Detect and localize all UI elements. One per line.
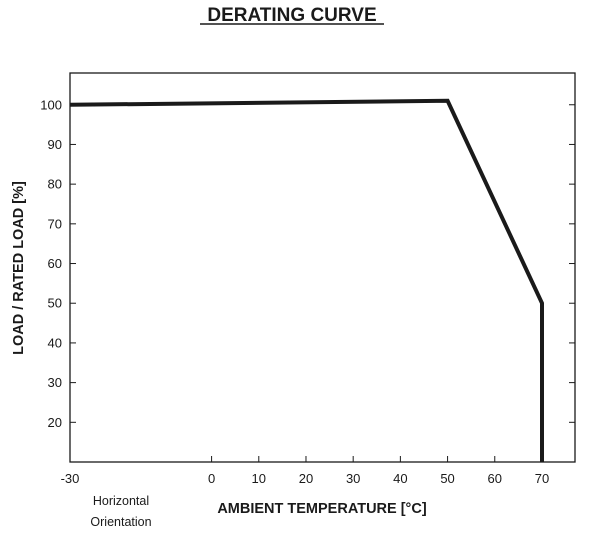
y-tick-label: 20 — [48, 415, 62, 430]
x-tick-label: 10 — [252, 471, 266, 486]
y-tick-label: 60 — [48, 256, 62, 271]
x-axis-label: AMBIENT TEMPERATURE [°C] — [217, 501, 426, 517]
x-tick-label: 30 — [346, 471, 360, 486]
chart-title: DERATING CURVE — [207, 5, 376, 26]
orientation-note-line1: Horizontal — [93, 494, 149, 508]
y-axis-label: LOAD / RATED LOAD [%] — [11, 181, 27, 355]
y-tick-label: 100 — [40, 97, 62, 112]
y-tick-label: 80 — [48, 177, 62, 192]
series-layer — [69, 98, 544, 462]
y-axis-ticks: 20 30 40 50 60 70 80 90 100 — [40, 97, 575, 430]
x-tick-label: 40 — [393, 471, 407, 486]
y-tick-label: 70 — [48, 216, 62, 231]
x-tick-label: 70 — [535, 471, 549, 486]
x-tick-label: 0 — [208, 471, 215, 486]
y-tick-label: 30 — [48, 375, 62, 390]
derating-series-line — [69, 98, 544, 462]
plot-frame — [69, 72, 576, 463]
x-tick-label: 50 — [440, 471, 454, 486]
x-tick-label: 20 — [299, 471, 313, 486]
x-axis-ticks: -30 0 10 20 30 40 50 60 70 — [61, 456, 549, 486]
x-tick-label: 60 — [488, 471, 502, 486]
y-tick-label: 40 — [48, 335, 62, 350]
x-tick-label: -30 — [61, 471, 80, 486]
y-tick-label: 90 — [48, 137, 62, 152]
orientation-note-line2: Orientation — [90, 515, 151, 529]
y-tick-label: 50 — [48, 296, 62, 311]
